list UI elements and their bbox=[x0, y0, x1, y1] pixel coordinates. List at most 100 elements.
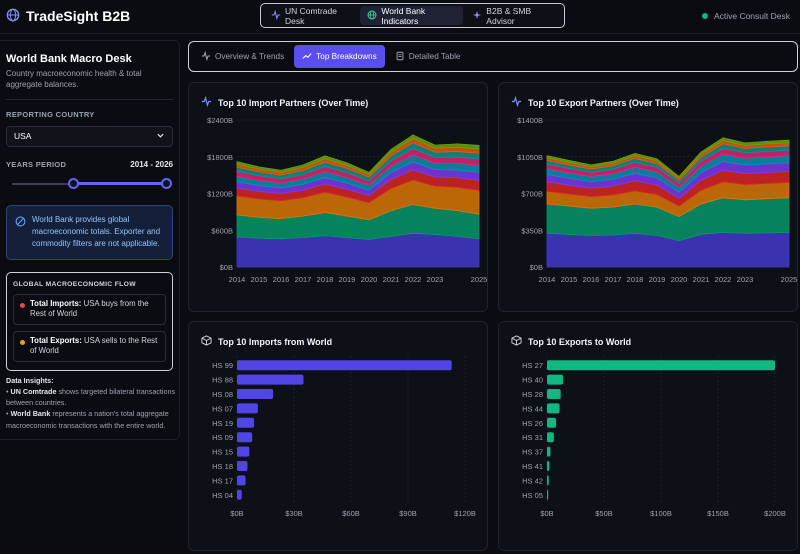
chart-title-text: Top 10 Imports from World bbox=[218, 336, 333, 347]
x-tick-label: 2020 bbox=[361, 275, 378, 284]
slider-end-handle[interactable] bbox=[161, 177, 172, 189]
category-label: HS 31 bbox=[522, 433, 543, 442]
slider-fill bbox=[73, 181, 167, 185]
document-icon bbox=[395, 51, 405, 63]
status-indicator: Active Consult Desk bbox=[701, 11, 790, 21]
x-tick-label: 2016 bbox=[583, 275, 600, 284]
tab-top-breakdowns[interactable]: Top Breakdowns bbox=[294, 45, 385, 68]
x-tick-label: 2025 bbox=[781, 275, 798, 284]
nav-b2b-advisor[interactable]: B2B & SMB Advisor bbox=[465, 6, 561, 26]
x-tick-label: 2019 bbox=[649, 275, 666, 284]
country-select[interactable]: USA bbox=[6, 125, 173, 147]
x-tick-label: 2023 bbox=[737, 275, 754, 284]
bar bbox=[547, 432, 554, 443]
bar bbox=[237, 446, 250, 457]
x-tick-label: 2020 bbox=[671, 275, 688, 284]
tab-overview[interactable]: Overview & Trends bbox=[193, 45, 292, 68]
bar bbox=[237, 489, 242, 500]
x-tick-label: 2017 bbox=[295, 275, 312, 284]
x-tick-label: 2022 bbox=[715, 275, 732, 284]
chart-title: Top 10 Export Partners (Over Time) bbox=[511, 95, 679, 109]
trend-up-icon bbox=[302, 51, 312, 63]
tab-label: Detailed Table bbox=[408, 52, 461, 61]
globe-icon bbox=[367, 9, 377, 22]
bar bbox=[237, 389, 274, 399]
x-tick-label: 2015 bbox=[251, 275, 268, 284]
x-tick-label: $150B bbox=[707, 509, 729, 518]
y-tick-label: $1200B bbox=[207, 190, 233, 199]
y-tick-label: $700B bbox=[521, 190, 543, 199]
chart-title-text: Top 10 Export Partners (Over Time) bbox=[528, 97, 679, 108]
category-label: HS 19 bbox=[212, 419, 233, 428]
bar bbox=[237, 432, 253, 443]
info-text: World Bank provides global macroeconomic… bbox=[32, 214, 161, 249]
slider-start-handle[interactable] bbox=[68, 177, 79, 189]
category-label: HS 88 bbox=[212, 376, 233, 385]
y-tick-label: $1050B bbox=[517, 153, 543, 162]
imports-text: USA buys from the Rest of World bbox=[30, 298, 149, 319]
years-range-slider[interactable] bbox=[6, 177, 173, 191]
nav-un-comtrade[interactable]: UN Comtrade Desk bbox=[264, 5, 358, 26]
box-icon bbox=[201, 335, 212, 348]
category-label: HS 04 bbox=[212, 491, 233, 500]
country-label: REPORTING COUNTRY bbox=[6, 109, 95, 119]
category-label: HS 07 bbox=[212, 404, 233, 413]
sidebar-subtitle: Country macroeconomic health & total agg… bbox=[6, 69, 142, 89]
export-partners-chart: $0B $350B $700B $1050B $1400B 2014 2015 2016 201… bbox=[517, 116, 798, 284]
insight-1-text: shows targeted bilateral transactions be… bbox=[6, 387, 176, 408]
data-insights: Data Insights: • UN Comtrade shows targe… bbox=[6, 376, 176, 430]
area-series-10 bbox=[236, 134, 480, 175]
chart-title-text: Top 10 Exports to World bbox=[528, 336, 632, 347]
bar bbox=[547, 489, 549, 500]
x-tick-label: 2016 bbox=[273, 275, 290, 284]
category-label: HS 40 bbox=[522, 376, 543, 385]
insights-title: Data Insights: bbox=[6, 376, 54, 385]
x-tick-label: 2022 bbox=[405, 275, 422, 284]
app-title: TradeSight B2B bbox=[26, 8, 131, 24]
status-label: Active Consult Desk bbox=[713, 11, 790, 21]
x-tick-label: $0B bbox=[540, 509, 553, 518]
bar bbox=[237, 475, 246, 486]
flow-item-imports: Total Imports: USA buys from the Rest of… bbox=[13, 293, 166, 325]
import-partners-card: $0B $600B $1200B $1800B $2400B 2014 2015 2016 20… bbox=[188, 82, 488, 312]
x-tick-label: $200B bbox=[764, 509, 786, 518]
export-partners-card: $0B $350B $700B $1050B $1400B 2014 2015 2016 201… bbox=[498, 82, 798, 312]
bar bbox=[547, 360, 775, 371]
category-label: HS 17 bbox=[212, 476, 233, 485]
y-tick-label: $1800B bbox=[207, 153, 233, 162]
imports-dot bbox=[20, 302, 25, 308]
category-label: HS 41 bbox=[522, 462, 543, 471]
brand[interactable]: TradeSight B2B bbox=[6, 8, 130, 24]
desk-nav: UN Comtrade Desk World Bank Indicators B… bbox=[260, 3, 565, 28]
category-label: HS 99 bbox=[212, 361, 233, 370]
bar bbox=[237, 374, 304, 385]
y-tick-label: $600B bbox=[211, 226, 233, 235]
x-tick-label: 2017 bbox=[605, 275, 622, 284]
sparkle-icon bbox=[472, 10, 482, 22]
bar bbox=[547, 475, 549, 486]
nav-world-bank[interactable]: World Bank Indicators bbox=[360, 6, 464, 26]
bar bbox=[237, 461, 248, 471]
flow-title: GLOBAL MACROECONOMIC FLOW bbox=[13, 280, 136, 288]
exports-dot bbox=[20, 339, 25, 345]
area-series-10 bbox=[546, 137, 790, 179]
tab-detailed-table[interactable]: Detailed Table bbox=[387, 45, 469, 68]
period-value: 2014 - 2026 bbox=[130, 159, 173, 169]
bar bbox=[547, 446, 551, 457]
view-tabs: Overview & Trends Top Breakdowns Detaile… bbox=[188, 41, 798, 72]
x-tick-label: $90B bbox=[399, 509, 417, 518]
chevron-down-icon bbox=[156, 131, 165, 142]
pulse-icon bbox=[201, 50, 211, 63]
chart-title: Top 10 Exports to World bbox=[511, 335, 631, 348]
top-bar: TradeSight B2B UN Comtrade Desk World Ba… bbox=[0, 0, 800, 34]
nav-label: UN Comtrade Desk bbox=[285, 5, 337, 26]
category-label: HS 18 bbox=[212, 462, 233, 471]
x-tick-label: 2019 bbox=[339, 275, 356, 284]
top-imports-card: $0B $30B $60B $90B $120B HS 99 HS 88 HS 08 HS 07… bbox=[188, 321, 488, 551]
bar bbox=[547, 403, 560, 414]
bar bbox=[547, 417, 557, 428]
x-tick-label: 2021 bbox=[383, 275, 400, 284]
x-tick-label: 2021 bbox=[693, 275, 710, 284]
x-tick-label: 2018 bbox=[627, 275, 644, 284]
category-label: HS 05 bbox=[522, 491, 543, 500]
